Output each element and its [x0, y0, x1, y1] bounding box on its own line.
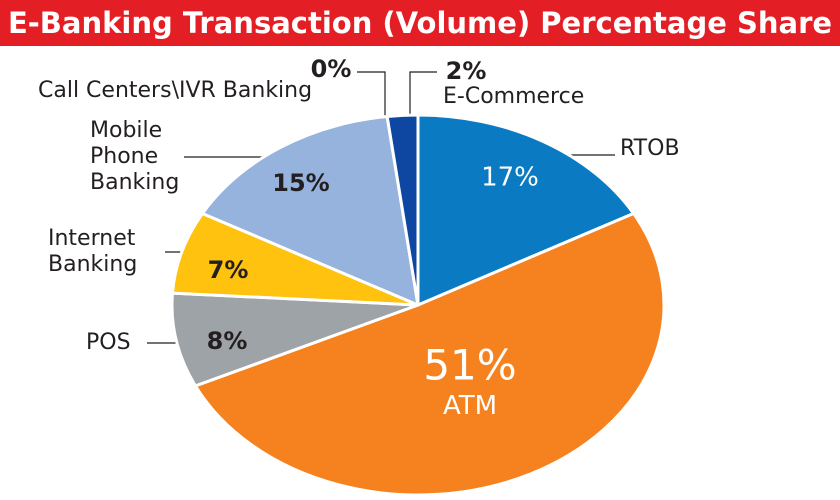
value-label: 8%: [207, 327, 248, 355]
pie-slice: [385, 113, 420, 307]
leader-line: [357, 71, 386, 117]
value-label: 2%: [446, 57, 487, 85]
category-label: Internet Banking: [48, 226, 138, 277]
value-label: 51%: [423, 341, 516, 390]
category-label: POS: [86, 330, 131, 355]
title-banner: [0, 0, 840, 46]
pie-slice: [416, 113, 636, 307]
value-label: 7%: [208, 256, 249, 284]
chart-title: E-Banking Transaction (Volume) Percentag…: [7, 6, 833, 40]
pie-slice: [170, 291, 420, 388]
pie-slice: [170, 211, 420, 307]
category-label: Mobile Phone Banking: [90, 118, 180, 195]
category-label: E-Commerce: [443, 84, 585, 109]
leader-line: [409, 71, 437, 117]
pie-slice: [193, 211, 666, 497]
category-label: ATM: [442, 391, 498, 421]
pie: [170, 113, 666, 497]
value-label: 17%: [481, 163, 539, 193]
value-label: 15%: [272, 169, 329, 197]
category-label: Call Centers\IVR Banking: [38, 78, 313, 103]
value-label: 0%: [311, 55, 352, 83]
pie-slice: [200, 114, 420, 307]
category-label: RTOB: [620, 136, 680, 161]
